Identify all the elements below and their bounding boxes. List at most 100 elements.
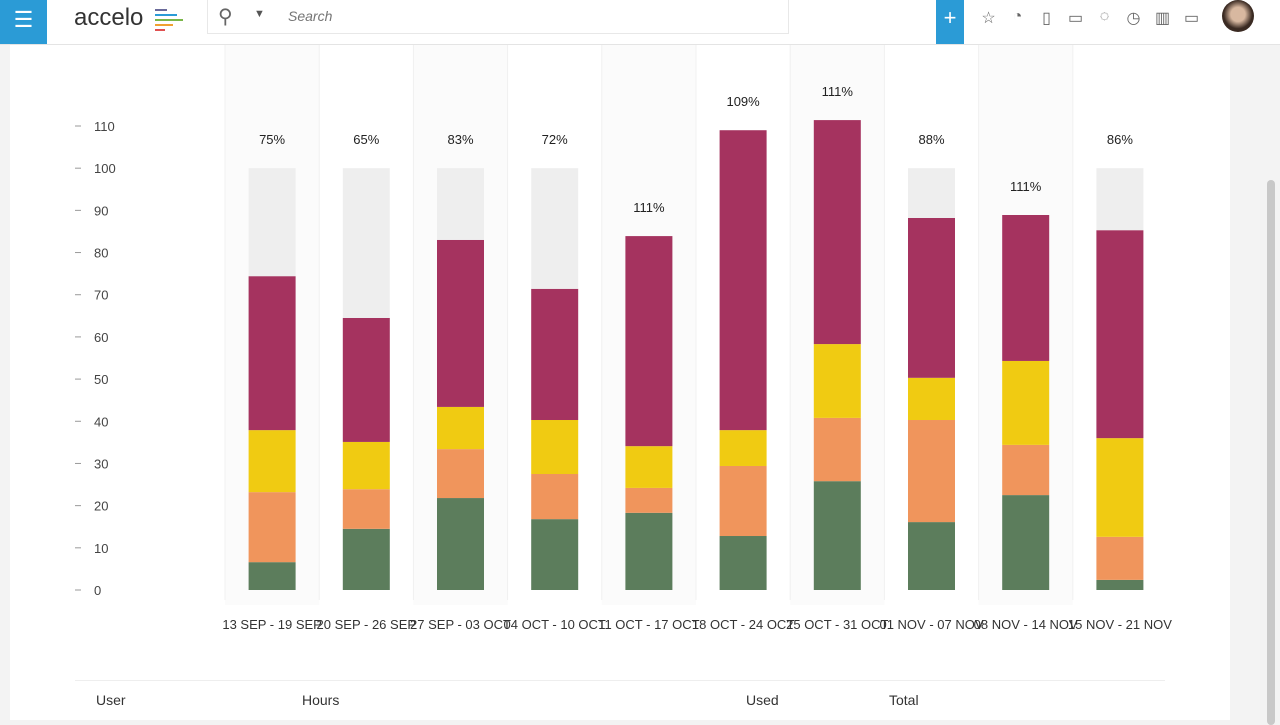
- y-tick-label: 90: [94, 203, 108, 218]
- bar-segment: [1002, 360, 1050, 445]
- dashboard-icon[interactable]: ◔: [1012, 8, 1023, 25]
- logo[interactable]: accelo: [74, 4, 144, 31]
- bar-segment: [248, 492, 296, 563]
- bar-segment: [248, 168, 296, 277]
- y-tick-label: 80: [94, 246, 108, 261]
- bar-segment: [342, 317, 390, 442]
- clock-icon[interactable]: ◷: [1126, 10, 1141, 27]
- bar-segment: [342, 528, 390, 590]
- column-hours[interactable]: Hours: [302, 692, 340, 708]
- bar-segment: [248, 276, 296, 431]
- bar-segment: [719, 465, 767, 537]
- bar-segment: [1096, 230, 1144, 439]
- bar-segment: [1002, 215, 1050, 361]
- bar-segment: [719, 130, 767, 431]
- bar-segment: [908, 168, 955, 218]
- bar-segment: [531, 168, 579, 289]
- bar-segment: [908, 217, 955, 378]
- bar-segment: [1002, 495, 1050, 590]
- y-tick-label: 110: [94, 119, 115, 134]
- y-tick-label: 10: [94, 541, 108, 556]
- data-label: 109%: [726, 94, 760, 109]
- bar-segment: [342, 489, 390, 529]
- bar-segment: [625, 487, 673, 513]
- data-label: 72%: [542, 132, 568, 147]
- inbox-icon[interactable]: ▭: [1183, 10, 1200, 27]
- bar-segment: [625, 512, 673, 590]
- x-tick-label: 08 NOV - 14 NOV: [974, 617, 1078, 632]
- bar-segment: [625, 236, 673, 447]
- x-tick-label: 20 SEP - 26 SEP: [317, 617, 417, 632]
- y-tick-label: 100: [94, 161, 116, 176]
- bar-segment: [437, 168, 484, 240]
- bar-segment: [531, 474, 579, 520]
- data-label: 111%: [1010, 179, 1042, 194]
- bar-segment: [1096, 438, 1144, 537]
- data-label: 83%: [447, 132, 473, 147]
- logo-mark: [155, 6, 183, 34]
- chat-icon[interactable]: ◌: [1099, 8, 1110, 25]
- data-label: 111%: [822, 84, 854, 99]
- bar-segment: [531, 288, 579, 421]
- x-tick-label: 04 OCT - 10 OCT: [504, 617, 606, 632]
- x-tick-label: 25 OCT - 31 OCT: [786, 617, 888, 632]
- data-label: 75%: [259, 132, 285, 147]
- bar-segment: [437, 406, 484, 450]
- x-tick-label: 13 SEP - 19 SEP: [222, 617, 322, 632]
- bar-segment: [342, 168, 390, 318]
- caret-down-icon[interactable]: ▼: [254, 8, 265, 20]
- plus-icon[interactable]: +: [936, 0, 964, 44]
- x-tick-label: 15 NOV - 21 NOV: [1068, 617, 1172, 632]
- bar-segment: [813, 481, 861, 590]
- table-header: User Hours Used Total: [75, 680, 1165, 721]
- y-tick-label: 0: [94, 583, 101, 598]
- bar-segment: [437, 449, 484, 499]
- bar-segment: [248, 430, 296, 493]
- bar-segment: [813, 120, 861, 345]
- bar-segment: [908, 522, 955, 590]
- bar-segment: [342, 441, 390, 490]
- data-label: 88%: [918, 132, 944, 147]
- data-label: 86%: [1107, 132, 1133, 147]
- clipboard-icon[interactable]: ▯: [1042, 10, 1051, 27]
- scrollbar[interactable]: [1264, 45, 1280, 725]
- x-tick-label: 01 NOV - 07 NOV: [879, 617, 983, 632]
- search-bar: ⚲ ▼: [207, 0, 789, 34]
- x-tick-label: 18 OCT - 24 OCT: [692, 617, 794, 632]
- bar-segment: [719, 536, 767, 590]
- bar-segment: [813, 417, 861, 482]
- column-total[interactable]: Total: [889, 692, 919, 708]
- y-tick-label: 70: [94, 288, 108, 303]
- y-tick-label: 30: [94, 456, 108, 471]
- bar-segment: [813, 344, 861, 418]
- bar-segment: [437, 498, 484, 590]
- bar-segment: [531, 519, 579, 590]
- bar-segment: [625, 446, 673, 488]
- scrollbar-thumb[interactable]: [1267, 180, 1275, 725]
- bar-segment: [719, 430, 767, 466]
- x-tick-label: 11 OCT - 17 OCT: [598, 617, 699, 632]
- data-label: 65%: [353, 132, 379, 147]
- search-icon[interactable]: ⚲: [218, 6, 233, 28]
- bar-segment: [1096, 168, 1144, 231]
- bar-segment: [531, 420, 579, 474]
- x-tick-label: 27 SEP - 03 OCT: [410, 617, 511, 632]
- bar-segment: [908, 420, 955, 523]
- column-user[interactable]: User: [96, 692, 126, 708]
- star-icon[interactable]: ☆: [981, 10, 996, 27]
- bar-segment: [437, 239, 484, 407]
- menu-icon[interactable]: ☰: [0, 0, 47, 44]
- calendar-icon[interactable]: ▭: [1067, 10, 1084, 27]
- y-tick-label: 60: [94, 330, 108, 345]
- bar-segment: [1002, 444, 1050, 496]
- bar-segment: [248, 562, 296, 590]
- search-input[interactable]: [286, 7, 770, 25]
- avatar[interactable]: [1222, 0, 1254, 32]
- top-bar: ☰ accelo ⚲ ▼ + ☆ ◔ ▯ ▭ ◌ ◷ ▥ ▭: [0, 0, 1280, 45]
- bar-segment: [1096, 579, 1144, 590]
- chart-icon[interactable]: ▥: [1154, 10, 1171, 27]
- bar-segment: [1096, 536, 1144, 580]
- column-used[interactable]: Used: [746, 692, 779, 708]
- y-tick-label: 40: [94, 414, 108, 429]
